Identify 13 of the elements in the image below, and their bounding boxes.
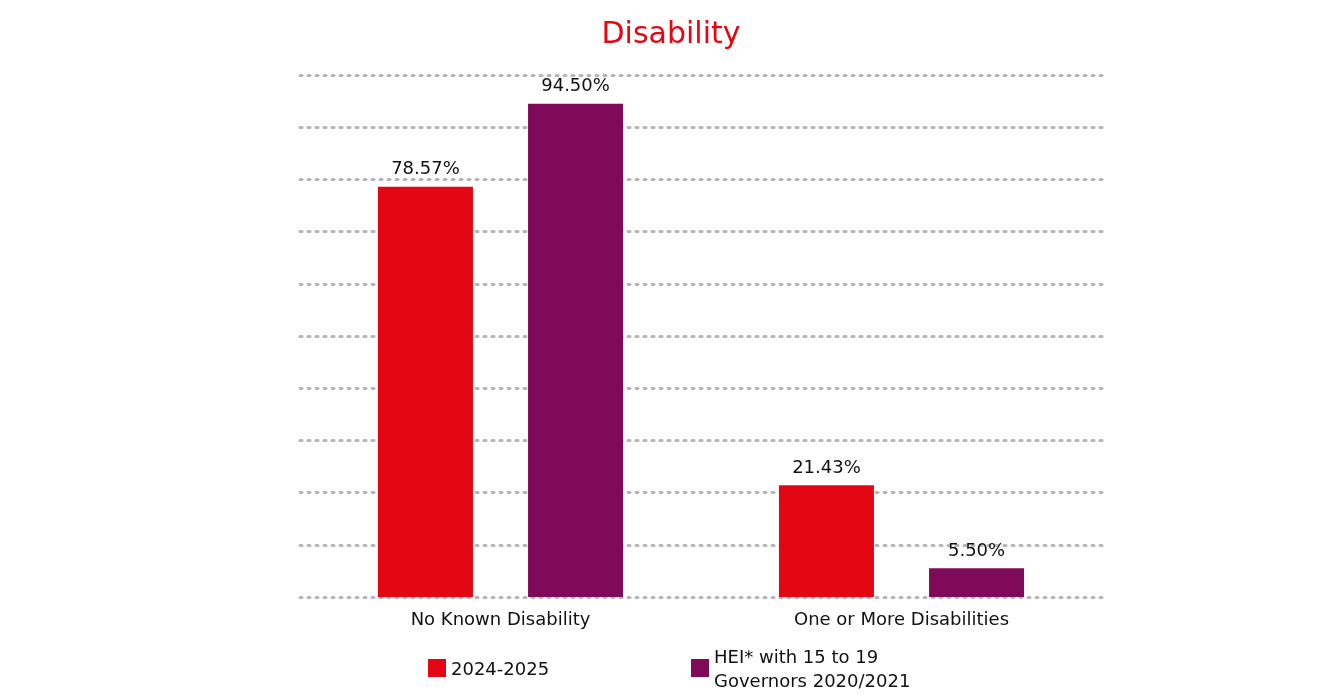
chart-title: Disability bbox=[601, 14, 741, 50]
bar bbox=[929, 568, 1025, 597]
data-label: 78.57% bbox=[391, 157, 460, 179]
data-label: 5.50% bbox=[947, 538, 1006, 560]
x-tick-label: One or More Disabilities bbox=[793, 607, 1010, 629]
data-label: 94.50% bbox=[541, 74, 610, 96]
bar bbox=[377, 186, 473, 597]
legend-label: HEI* with 15 to 19 Governors 2020/2021 bbox=[714, 645, 911, 691]
bar bbox=[528, 103, 624, 597]
data-label: 21.43% bbox=[792, 455, 861, 477]
bar bbox=[778, 485, 874, 597]
legend-label: 2024-2025 bbox=[451, 657, 550, 679]
x-tick-label: No Known Disability bbox=[410, 607, 591, 629]
